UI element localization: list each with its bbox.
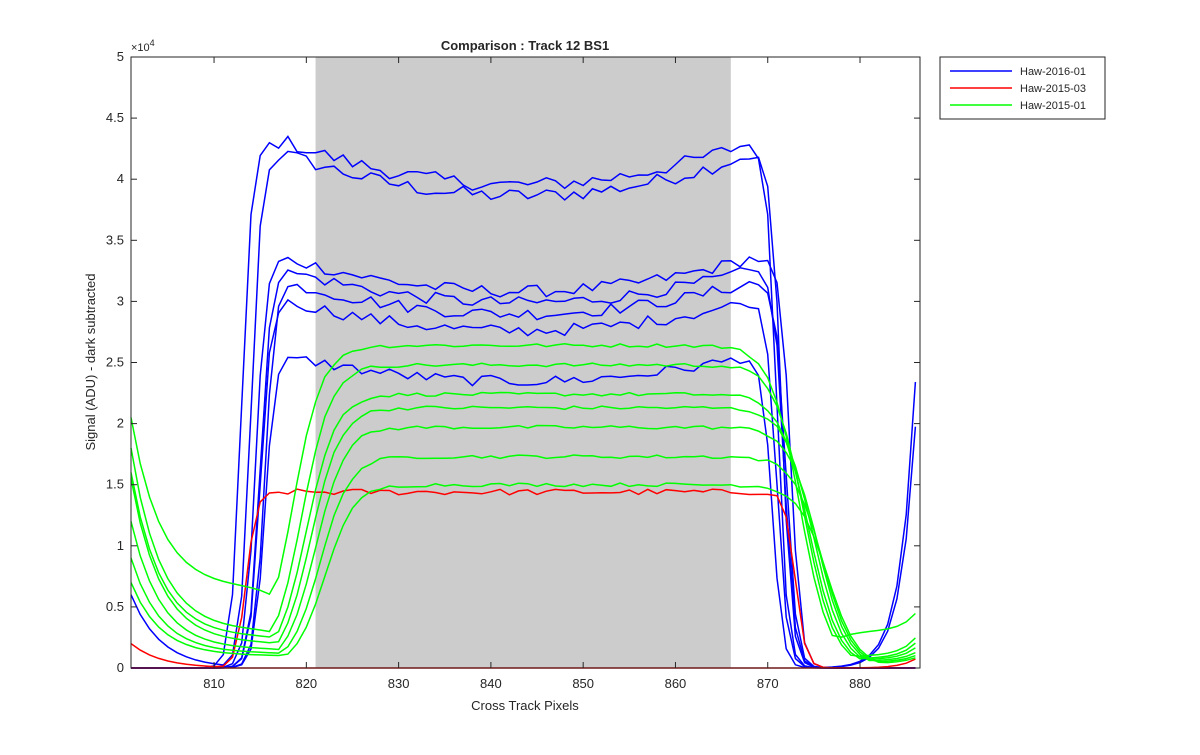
series-line-haw-2016-01 bbox=[131, 256, 917, 669]
y-tick-label: 4.5 bbox=[106, 110, 124, 125]
series-line-haw-2015-01 bbox=[130, 362, 916, 657]
x-tick-label: 850 bbox=[572, 676, 594, 691]
y-tick-label: 5 bbox=[117, 49, 124, 64]
legend-label: Haw-2015-03 bbox=[1020, 83, 1086, 95]
x-tick-label: 870 bbox=[757, 676, 779, 691]
y-axis-exponent: ×104 bbox=[131, 38, 155, 54]
y-tick-label: 0.5 bbox=[106, 599, 124, 614]
y-tick-label: 3.5 bbox=[106, 232, 124, 247]
series-line-haw-2016-01 bbox=[131, 356, 916, 669]
y-tick-label: 2 bbox=[117, 416, 124, 431]
highlight-region bbox=[315, 57, 731, 668]
x-axis-label: Cross Track Pixels bbox=[471, 698, 579, 713]
series-line-haw-2015-01 bbox=[130, 482, 916, 664]
series-line-haw-2016-01 bbox=[131, 298, 916, 669]
y-tick-label: 0 bbox=[117, 660, 124, 675]
series-line-haw-2015-01 bbox=[130, 454, 916, 663]
y-tick-label: 2.5 bbox=[106, 355, 124, 370]
y-tick-label: 1 bbox=[117, 538, 124, 553]
y-tick-label: 4 bbox=[117, 171, 124, 186]
legend-label: Haw-2016-01 bbox=[1020, 66, 1086, 78]
x-tick-label: 810 bbox=[203, 676, 225, 691]
x-tick-label: 860 bbox=[665, 676, 687, 691]
ticks-layer: 810 820 830 840 850 860 870 880 0 0.5 1 1.5 2 2.5 3 3.5… bbox=[106, 49, 920, 691]
legend[interactable]: Haw-2016-01 Haw-2015-03 Haw-2015-01 bbox=[939, 56, 1106, 120]
x-tick-label: 820 bbox=[295, 676, 317, 691]
y-axis-label: Signal (ADU) - dark subtracted bbox=[83, 273, 98, 450]
y-tick-label: 1.5 bbox=[106, 477, 124, 492]
x-tick-label: 830 bbox=[388, 676, 410, 691]
series-line-haw-2016-01 bbox=[131, 135, 917, 669]
series-line-haw-2015-01 bbox=[130, 405, 916, 661]
series-line-haw-2015-01 bbox=[130, 424, 916, 662]
legend-label: Haw-2015-01 bbox=[1020, 100, 1086, 112]
x-tick-label: 880 bbox=[849, 676, 871, 691]
y-tick-label: 3 bbox=[117, 293, 124, 308]
series-line-haw-2015-03 bbox=[130, 488, 916, 669]
chart-title: Comparison : Track 12 BS1 bbox=[441, 38, 609, 53]
series-line-haw-2016-01 bbox=[131, 280, 916, 669]
x-tick-label: 840 bbox=[480, 676, 502, 691]
series-line-haw-2016-01 bbox=[131, 267, 916, 669]
